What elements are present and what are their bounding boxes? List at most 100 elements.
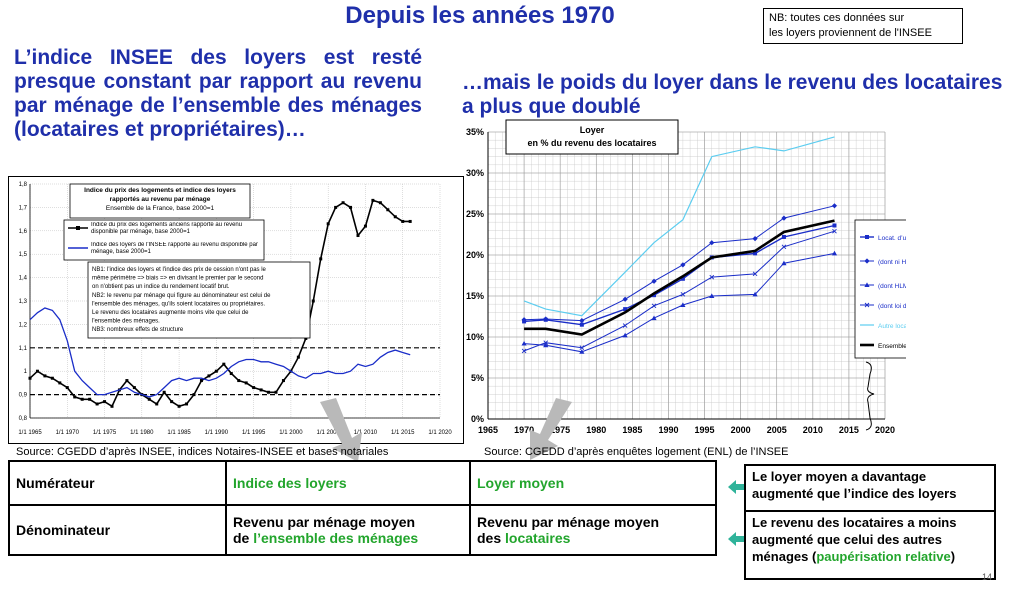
row1-left: Indice des loyers [225,460,471,506]
left-series-point [88,397,92,401]
right-x-tick-label: 1965 [478,425,498,435]
left-series-point [207,374,211,378]
left-series-point [296,355,300,359]
left-series-point [28,376,32,380]
right-legend-label: Ensemble [878,343,906,350]
left-series-point [192,393,196,397]
left-x-tick-label: 1/1 2000 [279,430,303,436]
row2-label: Dénominateur [8,504,227,556]
right-x-tick-label: 1975 [550,425,570,435]
left-series-line-1 [29,307,411,398]
right-series-point [579,318,585,324]
right-series-point [752,271,758,277]
right-series-point [651,278,657,284]
row2-right: Revenu par ménage moyen des locataires [469,504,717,556]
left-legend-black-fo: Indice du prix des logements anciens rap… [91,222,243,235]
left-note-line: NB1: l'indice des loyers et l'indice des… [92,267,267,273]
left-series-point [222,362,226,366]
left-series-point [386,208,390,212]
left-series-point [177,404,181,408]
left-legend-black-marker [76,226,80,230]
left-note-line: l'ensemble des ménages. [92,319,160,325]
right-series-point [753,251,758,256]
left-heading: L’indice INSEE des loyers est resté pres… [14,46,422,141]
right-series-point [651,315,657,321]
right-series-point [680,302,686,308]
gray-arrow-right-shape [530,398,572,460]
left-note-line: même périmètre => biais => en divisant l… [92,276,263,282]
left-chart-legend [63,219,265,261]
left-series-point [125,379,129,383]
left-y-tick-label: 0,9 [19,393,28,399]
right-series-point [752,291,758,297]
left-series-point [162,390,166,394]
left-note-line: l'ensemble des ménages, qu'ils soient lo… [92,301,265,307]
left-x-tick-label: 1/1 1965 [18,430,42,436]
right-y-tick-label: 25% [466,209,484,219]
right-x-tick-label: 1995 [695,425,715,435]
left-x-tick-label: 1/1 1970 [56,430,80,436]
left-series-point [95,402,99,406]
page-number: 14 [982,572,993,582]
right-series-line-0 [524,224,835,326]
green-arrow-1-shape [728,480,746,494]
left-x-tick-label: 1/1 2015 [391,430,415,436]
note-box-2: Le revenu des locataires a moins augment… [744,510,996,580]
left-note-line: NB2: le revenu par ménage qui figure au … [92,293,271,299]
nb-note-line-2: les loyers proviennent de l'INSEE [769,27,932,39]
left-y-tick-label: 1 [24,369,28,375]
right-x-tick-label: 2010 [803,425,823,435]
left-chart-title-box [69,183,251,219]
right-x-tick-label: 1980 [586,425,606,435]
right-chart-legend-items: Locat. d’un logt loué vide (dont ni HLM n… [860,235,906,350]
left-series-point [65,386,69,390]
left-series-point [393,215,397,219]
note-box-1: Le loyer moyen a davantage augmenté que … [744,464,996,510]
left-series-point [58,381,62,385]
right-series-point [543,340,549,346]
left-x-tick-label: 1/1 2010 [354,430,378,436]
right-source: Source: CGEDD d’après enquêtes logement … [484,446,789,458]
right-legend-label: (dont loi de 48) [878,303,906,310]
left-y-tick-label: 1,5 [19,252,28,258]
left-series-point [326,222,330,226]
right-y-tick-label: 0% [471,414,484,424]
right-series-point [543,342,549,348]
right-legend-label: Autre locataire [878,323,906,330]
left-x-tick-label: 1/1 1975 [93,430,117,436]
left-y-tick-label: 1,3 [19,299,28,305]
gray-arrow-left [320,398,362,462]
right-series-line-5 [524,219,835,336]
left-series-point [50,376,54,380]
right-heading: …mais le poids du loyer dans le revenu d… [462,71,1003,118]
right-series-point [579,322,584,327]
right-series-point [622,296,628,302]
row2-right-c: locataires [505,530,571,546]
left-legend-blue-label: Indice des loyers de l'INSEE rapporté au… [91,242,258,255]
nb-note-box: NB: toutes ces données sur les loyers pr… [763,8,963,44]
summary-table: Numérateur Indice des loyers Loyer moyen… [8,460,717,556]
left-legend-blue-fo: Indice des loyers de l'INSEE rapporté au… [91,242,258,255]
right-series-point [622,332,628,338]
left-series-line-0 [29,199,411,408]
gray-arrow-left-shape [320,398,362,462]
left-note-line: NB3: nombreux effets de structure [92,327,184,333]
right-series-point [623,307,628,312]
left-series-point [281,379,285,383]
left-series-point [267,390,271,394]
right-chart: 0%5%10%15%20%25%30%35% 1965 1970 1975 1980 1… [466,119,906,435]
table-row: Dénominateur Revenu par ménage moyen de … [8,504,717,556]
left-source: Source: CGEDD d’après INSEE, indices Not… [16,446,389,458]
left-chart-y-ticks: 0,8 0,9 1 1,1 1,2 1,3 1,4 1,5 1,6 1,7 1,8 [19,182,28,422]
right-y-tick-label: 35% [466,127,484,137]
row2-right-a: Revenu par ménage moyen [477,514,660,530]
right-series-line-3 [523,230,835,352]
green-arrow-2 [728,532,746,546]
right-series-point [622,323,628,328]
note2-a: Le revenu des locataires a moins augment… [752,515,957,564]
right-chart-title-2: en % du revenu des locataires [527,138,656,148]
left-legend-black-label: Indice du prix des logements anciens rap… [91,222,243,235]
row1-label: Numérateur [8,460,227,506]
right-series-line-4 [523,136,835,317]
right-series-point [864,282,870,287]
